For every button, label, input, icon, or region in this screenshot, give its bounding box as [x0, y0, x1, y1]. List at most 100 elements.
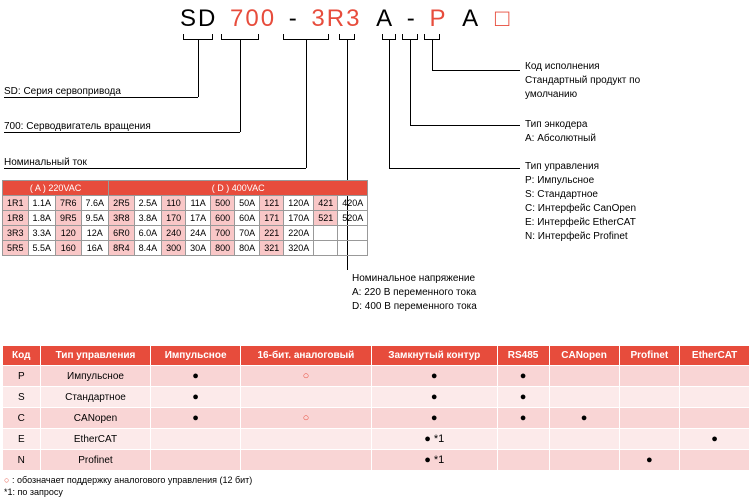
hr1	[432, 70, 520, 71]
rated-cell: 17A	[186, 211, 211, 226]
legend-b: *1: по запросу	[4, 487, 252, 499]
ctrl-mark	[497, 429, 549, 450]
rated-cell: 3.3A	[28, 226, 56, 241]
rated-cell: 7.6A	[81, 196, 109, 211]
rated-cell	[314, 226, 338, 241]
rated-cell: 800	[211, 241, 235, 256]
ctrl-mark: ●	[680, 429, 750, 450]
rated-cell	[338, 226, 368, 241]
rated-cell: 2R5	[109, 196, 135, 211]
seg-a: A	[376, 5, 394, 33]
seg-3r3: 3R3	[311, 5, 361, 33]
seg-700: 700	[230, 5, 276, 33]
rated-cell: 6R0	[109, 226, 135, 241]
rated-cell: 3R8	[109, 211, 135, 226]
ctrl-mark: ●	[497, 387, 549, 408]
lbl-ctrl: Тип управления P: Импульсное S: Стандарт…	[525, 160, 636, 244]
lbl-volt: Номинальное напряжение A: 220 В переменн…	[352, 272, 477, 314]
ctrl-mark	[549, 450, 619, 471]
rated-cell: 3R3	[3, 226, 29, 241]
ctrl-mark	[240, 450, 371, 471]
ctrl-mark: ● *1	[372, 450, 497, 471]
rated-cell: 5R5	[3, 241, 29, 256]
ctrl-code: C	[3, 408, 41, 429]
rated-cell: 1R1	[3, 196, 29, 211]
ctrl-code: E	[3, 429, 41, 450]
ctrl-mark	[619, 429, 680, 450]
rated-cell: 8.4A	[134, 241, 162, 256]
ctrl-mark: ●	[497, 408, 549, 429]
ctrl-name: EtherCAT	[40, 429, 151, 450]
lbl-700: 700: Серводвигатель вращения	[4, 120, 151, 134]
rated-cell: 24A	[186, 226, 211, 241]
ctrl-mark	[619, 366, 680, 387]
ctrl-mark	[151, 429, 240, 450]
rated-h1: ( A ) 220VAC	[3, 181, 109, 196]
rated-cell: 170A	[284, 211, 314, 226]
vr2	[410, 40, 411, 125]
rated-cell: 50A	[235, 196, 260, 211]
ctrl-name: Стандартное	[40, 387, 151, 408]
seg-sd: SD	[180, 5, 217, 33]
ctrl-mark: ●	[372, 366, 497, 387]
lbl-enc: Тип энкодера A: Абсолютный	[525, 118, 596, 146]
rated-cell: 3.8A	[134, 211, 162, 226]
rated-cell: 421	[314, 196, 338, 211]
ctrl-mark: ●	[151, 387, 240, 408]
rated-cell: 8R4	[109, 241, 135, 256]
vl3	[306, 40, 307, 168]
rated-cell: 120	[56, 226, 82, 241]
rated-cell: 221	[260, 226, 284, 241]
rated-cell: 700	[211, 226, 235, 241]
control-table: КодТип управленияИмпульсное16-бит. анало…	[2, 345, 750, 471]
rated-cell: 110	[162, 196, 186, 211]
rated-cell: 16A	[81, 241, 109, 256]
rated-cell: 120A	[284, 196, 314, 211]
rated-cell: 170	[162, 211, 186, 226]
ctrl-mark: ●	[497, 366, 549, 387]
lbl-sd: SD: Серия сервопривода	[4, 85, 121, 99]
ctrl-mark: ○	[240, 408, 371, 429]
ctrl-header: CANopen	[549, 346, 619, 366]
rated-cell: 1.1A	[28, 196, 56, 211]
rated-cell: 60A	[235, 211, 260, 226]
rated-cell: 9.5A	[81, 211, 109, 226]
dash2: -	[407, 5, 417, 33]
ctrl-mark: ●	[619, 450, 680, 471]
ctrl-mark: ●	[372, 408, 497, 429]
ctrl-mark: ● *1	[372, 429, 497, 450]
ctrl-mark: ●	[151, 408, 240, 429]
seg-a2: A	[462, 5, 480, 33]
ctrl-name: Profinet	[40, 450, 151, 471]
rated-cell: 321	[260, 241, 284, 256]
rated-cell: 11A	[186, 196, 211, 211]
ctrl-code: N	[3, 450, 41, 471]
ctrl-mark	[240, 429, 371, 450]
rated-cell: 121	[260, 196, 284, 211]
dash1: -	[289, 5, 299, 33]
rated-cell: 320A	[284, 241, 314, 256]
ctrl-name: CANopen	[40, 408, 151, 429]
rated-cell: 30A	[186, 241, 211, 256]
vl1	[198, 40, 199, 97]
rated-cell: 12A	[81, 226, 109, 241]
ctrl-mark	[240, 387, 371, 408]
ctrl-header: Замкнутый контур	[372, 346, 497, 366]
ctrl-mark	[619, 387, 680, 408]
ctrl-mark	[680, 450, 750, 471]
rated-h2: ( D ) 400VAC	[109, 181, 368, 196]
seg-p: P	[429, 5, 447, 33]
vr3	[389, 40, 390, 168]
rated-cell: 1.8A	[28, 211, 56, 226]
ctrl-header: Код	[3, 346, 41, 366]
ctrl-mark	[680, 366, 750, 387]
ctrl-mark	[549, 366, 619, 387]
lbl-cur: Номинальный ток	[4, 156, 87, 170]
rated-cell: 420A	[338, 196, 368, 211]
rated-cell: 9R5	[56, 211, 82, 226]
ctrl-code: S	[3, 387, 41, 408]
rated-cell: 600	[211, 211, 235, 226]
rated-cell: 240	[162, 226, 186, 241]
rated-cell: 80A	[235, 241, 260, 256]
legend-a: : обозначает поддержку аналогового управ…	[9, 475, 252, 485]
